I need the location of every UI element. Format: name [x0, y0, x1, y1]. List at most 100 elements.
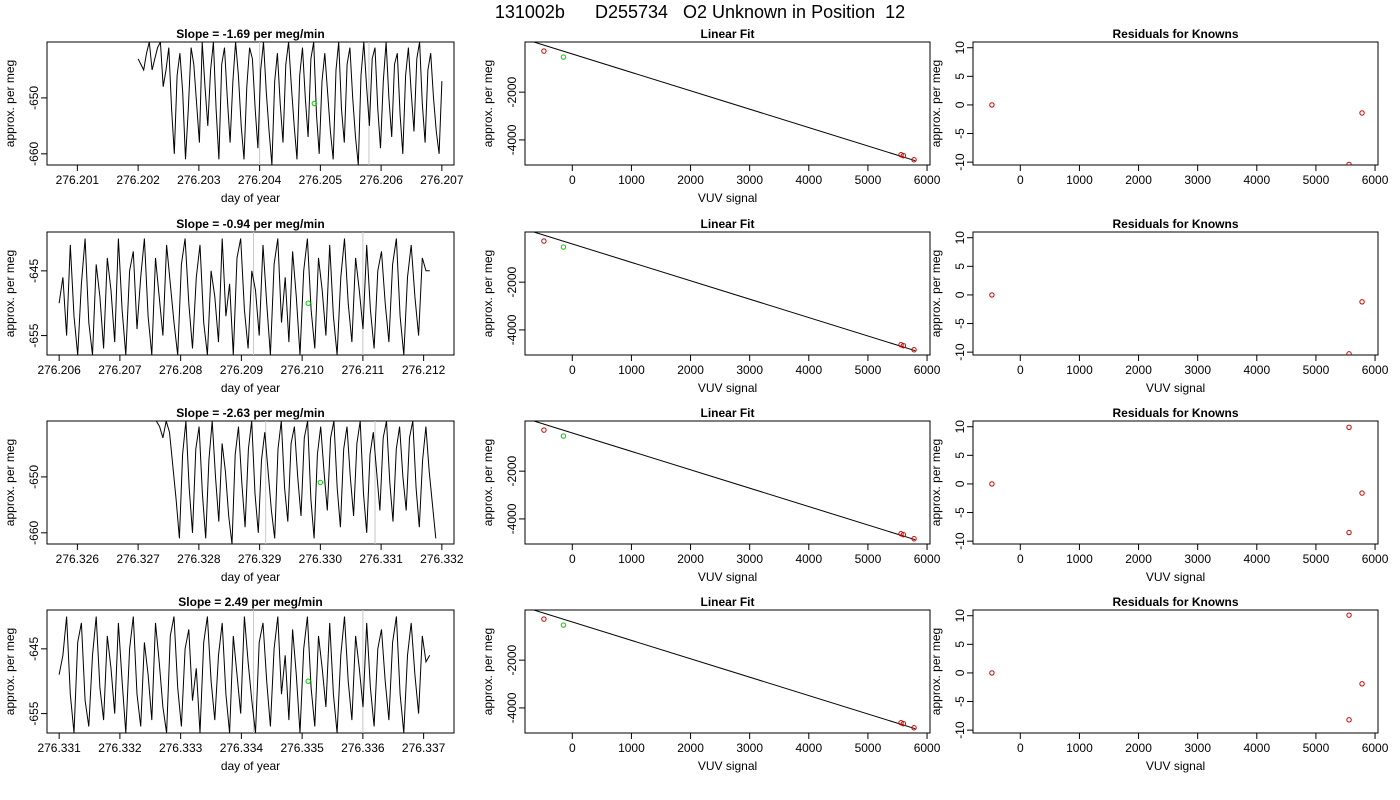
residual-point [1346, 424, 1352, 430]
y-tick-label: -5 [953, 318, 967, 329]
x-tick-label: 2000 [677, 552, 704, 566]
series-line [58, 238, 430, 355]
x-tick-label: 4000 [1243, 173, 1270, 187]
plot-frame [524, 41, 931, 166]
x-tick-label: 1000 [1066, 741, 1093, 755]
plot-area [58, 610, 431, 733]
x-tick-label: 1000 [618, 363, 645, 377]
x-tick-label: 276.330 [299, 552, 343, 566]
panel-residuals-2: Residuals for Knowns 0 1000 2000 3000 4000 500… [929, 217, 1389, 395]
plot-frame [46, 609, 455, 734]
fit-line [533, 610, 916, 730]
panel-title: Residuals for Knowns [1112, 27, 1238, 41]
unknown-point [305, 678, 311, 684]
x-tick-label: 4000 [1243, 363, 1270, 377]
x-tick-label: 4000 [795, 173, 822, 187]
x-tick-label: 276.332 [98, 741, 142, 755]
y-tick-label: -650 [27, 465, 41, 489]
unknown-point [560, 433, 567, 439]
panel-title: Linear Fit [700, 27, 754, 41]
plot-frame [524, 420, 931, 545]
panel-title: Residuals for Knowns [1112, 217, 1238, 231]
x-tick-label: 4000 [795, 741, 822, 755]
plot-area [533, 421, 917, 542]
y-tick-label: 0 [953, 291, 967, 298]
residual-point [989, 292, 995, 298]
panel-residuals-1: Residuals for Knowns 0 1000 2000 3000 4000 500… [929, 27, 1389, 187]
y-tick-label: 10 [953, 231, 967, 245]
panel-title: Residuals for Knowns [1112, 595, 1238, 609]
series-line [58, 616, 431, 733]
x-tick-label: 0 [1017, 173, 1024, 187]
x-tick-label: 0 [569, 173, 576, 187]
panel-title: Linear Fit [700, 406, 754, 420]
x-tick-label: 4000 [795, 552, 822, 566]
x-tick-label: 0 [569, 552, 576, 566]
y-axis-label: approx. per meg [929, 628, 943, 715]
x-tick-label: 276.334 [220, 741, 264, 755]
x-axis-label: VUV signal [1146, 381, 1205, 395]
panel-residuals-4: Residuals for Knowns 0 1000 2000 3000 4000 500… [929, 595, 1389, 773]
x-tick-label: 1000 [618, 173, 645, 187]
x-tick-label: 3000 [736, 173, 763, 187]
x-tick-label: 0 [569, 363, 576, 377]
panel-title: Linear Fit [700, 217, 754, 231]
plot-frame [524, 609, 931, 734]
x-tick-label: 6000 [1362, 363, 1389, 377]
plot-area [989, 424, 1365, 536]
residual-point [989, 481, 995, 487]
fit-line [533, 42, 916, 162]
residual-point [1346, 612, 1352, 618]
y-tick-label: 10 [953, 41, 967, 55]
y-tick-label: 5 [953, 263, 967, 270]
x-tick-label: 5000 [855, 173, 882, 187]
residual-point [1359, 110, 1365, 116]
plot-frame [972, 420, 1379, 545]
x-tick-label: 276.327 [116, 552, 160, 566]
y-axis-label: approx. per meg [3, 60, 17, 147]
known-point [911, 157, 917, 163]
x-tick-label: 276.337 [402, 741, 446, 755]
x-tick-label: 0 [1017, 741, 1024, 755]
residual-point [1359, 299, 1365, 305]
x-tick-label: 276.208 [159, 363, 203, 377]
known-point [900, 531, 907, 538]
residual-point [989, 102, 995, 108]
y-tick-label: -645 [27, 259, 41, 283]
panel-time-1: Slope = -1.69 per meg/min 276.201 276.202 2… [3, 27, 464, 205]
y-tick-label: -5 [953, 128, 967, 139]
y-tick-label: 10 [953, 420, 967, 434]
x-tick-label: 6000 [914, 173, 941, 187]
plot-area [58, 232, 430, 355]
known-point [911, 536, 917, 542]
panel-time-2: Slope = -0.94 per meg/min 276.206 276.207 2… [3, 217, 455, 395]
x-tick-label: 276.210 [280, 363, 324, 377]
x-tick-label: 276.207 [420, 173, 464, 187]
panel-title: Residuals for Knowns [1112, 406, 1238, 420]
y-axis-label: approx. per meg [3, 628, 17, 715]
y-tick-label: -2000 [505, 644, 519, 675]
unknown-point [311, 100, 317, 107]
y-axis-label: approx. per meg [481, 628, 495, 715]
fit-line [533, 421, 916, 541]
x-tick-label: 0 [569, 741, 576, 755]
plot-frame [972, 231, 1379, 356]
y-tick-label: -645 [27, 637, 41, 661]
x-axis-label: VUV signal [1146, 570, 1205, 584]
x-tick-label: 6000 [1362, 552, 1389, 566]
x-tick-label: 276.332 [420, 552, 464, 566]
x-tick-label: 1000 [1066, 173, 1093, 187]
known-point [911, 347, 917, 353]
x-tick-label: 5000 [855, 741, 882, 755]
x-tick-label: 6000 [914, 363, 941, 377]
x-tick-label: 276.206 [359, 173, 403, 187]
x-axis-label: VUV signal [698, 570, 757, 584]
y-tick-label: -4000 [505, 314, 519, 345]
plot-frame [46, 41, 455, 166]
x-tick-label: 5000 [1303, 741, 1330, 755]
known-point [900, 720, 907, 727]
panel-title: Slope = 2.49 per meg/min [178, 595, 322, 609]
x-tick-label: 276.204 [238, 173, 282, 187]
plot-area [989, 612, 1365, 723]
